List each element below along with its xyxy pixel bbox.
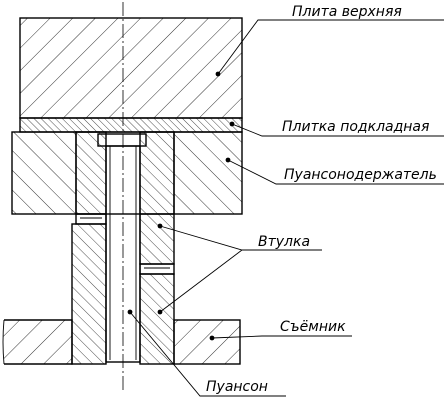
label-top-plate: Плита верхняя [292, 4, 402, 20]
label-bushing: Втулка [258, 234, 310, 250]
bushing-lower [71, 223, 175, 365]
leader-lines [127, 19, 444, 397]
label-stripper: Съёмник [280, 319, 346, 335]
label-punch: Пуансон [206, 379, 268, 395]
label-backing-plate: Плитка подкладная [282, 119, 429, 135]
punch-holder [11, 131, 243, 215]
label-punch-holder: Пуансонодержатель [284, 167, 437, 183]
backing-plate [19, 117, 243, 133]
stripper-plate [2, 319, 241, 365]
top-plate [19, 17, 243, 119]
